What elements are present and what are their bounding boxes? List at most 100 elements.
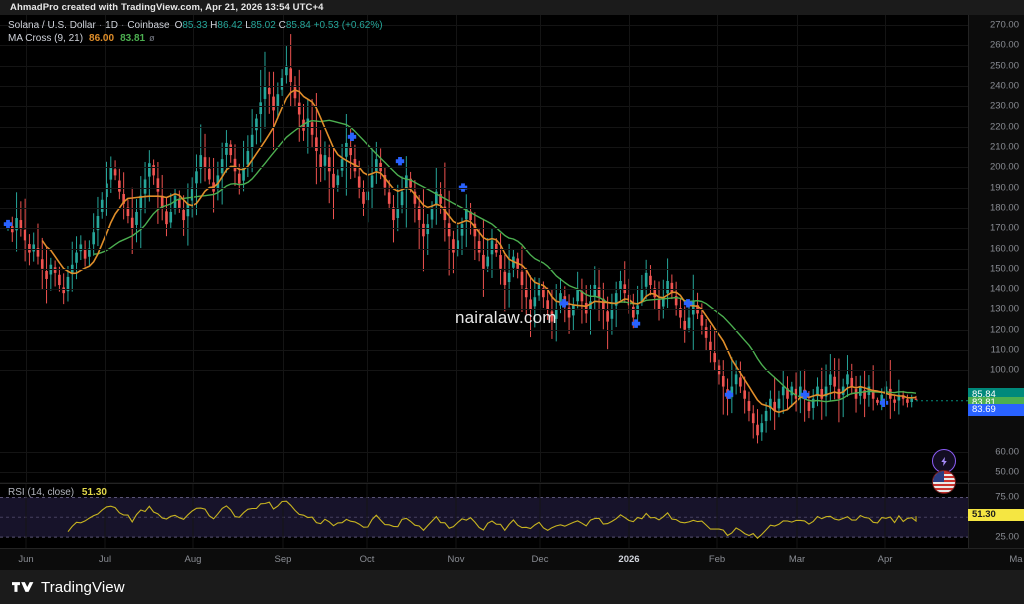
price-gridline <box>0 452 968 453</box>
price-tick-2: 250.00 <box>989 60 1019 72</box>
time-label-0: Jun <box>18 554 34 565</box>
legend-symbol-row[interactable]: Solana / U.S. Dollar · 1D · Coinbase O85… <box>8 19 383 32</box>
price-tick-11: 160.00 <box>989 243 1019 254</box>
time-axis[interactable]: Jun Jul Aug Sep Oct Nov Dec 2026 Feb Mar Apr Ma <box>0 548 1024 571</box>
time-label-8: Feb <box>708 554 726 565</box>
legend-sep-2: · <box>120 20 125 31</box>
price-gridline <box>0 330 968 331</box>
bid-price-badge[interactable]: 83.69 <box>968 403 1024 416</box>
attribution-bar: AhmadPro created with TradingView.com, A… <box>0 0 1024 15</box>
price-tick-18: 60.00 <box>995 446 1019 458</box>
rsi-chart-svg <box>0 484 968 549</box>
time-gridline <box>193 15 194 482</box>
ma-indicator-title[interactable]: MA Cross (9, 21) <box>8 33 84 44</box>
open-value: 85.33 <box>182 20 208 31</box>
attribution-text: AhmadPro created with TradingView.com, A… <box>10 2 324 13</box>
time-gridline <box>283 15 284 482</box>
high-value: 86.42 <box>217 20 243 31</box>
price-chart-svg <box>3 34 968 444</box>
time-label-1: Jul <box>98 554 112 565</box>
price-gridline <box>0 309 968 310</box>
time-label-2: Aug <box>184 554 202 565</box>
flash-badge-icon[interactable] <box>932 449 956 473</box>
close-value: 85.84 <box>285 20 311 31</box>
price-tick-16: 110.00 <box>990 344 1019 356</box>
time-gridline <box>540 15 541 482</box>
rsi-tick-0: 75.00 <box>995 491 1019 503</box>
legend-interval[interactable]: 1D <box>105 20 118 31</box>
chart-watermark: nairalaw.com <box>455 308 557 327</box>
tradingview-logo-icon <box>12 582 34 592</box>
time-gridline <box>105 15 106 482</box>
price-gridline <box>0 147 968 148</box>
price-gridline <box>0 25 968 26</box>
change-value: +0.53 <box>313 20 339 31</box>
price-tick-8: 190.00 <box>989 182 1019 194</box>
eye-icon[interactable]: ø <box>149 33 155 43</box>
price-tick-13: 140.00 <box>989 283 1019 295</box>
low-value: 85.02 <box>250 20 276 31</box>
last-price-badge-value: 85.84 <box>972 388 996 400</box>
ma-fast-value: 86.00 <box>89 33 115 44</box>
rsi-tick-1: 25.00 <box>995 531 1019 543</box>
time-gridline <box>26 15 27 482</box>
time-label-6: Dec <box>531 554 549 565</box>
time-gridline <box>367 15 368 482</box>
price-gridline <box>0 188 968 189</box>
price-tick-14: 130.00 <box>989 303 1019 315</box>
rsi-legend[interactable]: RSI (14, close) 51.30 <box>8 487 107 498</box>
time-gridline <box>456 15 457 482</box>
tradingview-logo[interactable]: TradingView <box>0 579 125 596</box>
time-gridline <box>797 15 798 482</box>
time-label-11: Ma <box>1009 554 1023 565</box>
rsi-pane[interactable]: RSI (14, close) 51.30 <box>0 483 968 549</box>
ma-cross-marker <box>800 390 810 399</box>
legend-exchange[interactable]: Coinbase <box>127 20 170 31</box>
legend-ma-row[interactable]: MA Cross (9, 21) 86.00 83.81 ø <box>8 32 383 45</box>
price-tick-12: 150.00 <box>989 263 1019 275</box>
price-tick-10: 170.00 <box>989 222 1019 234</box>
ma-slow-value: 83.81 <box>120 33 146 44</box>
time-label-10: Apr <box>877 554 893 565</box>
open-label: O <box>174 20 183 31</box>
time-label-7: 2026 <box>618 554 640 565</box>
price-gridline <box>0 472 968 473</box>
ma-cross-marker <box>631 319 641 328</box>
time-gridline <box>629 15 630 482</box>
ma-cross-marker <box>3 219 13 229</box>
price-tick-6: 210.00 <box>989 141 1019 153</box>
rsi-value-badge[interactable]: 51.30 <box>968 509 1024 522</box>
ma-cross-marker <box>683 299 693 308</box>
price-gridline <box>0 45 968 46</box>
ma-slow-badge-value: 83.81 <box>972 397 996 409</box>
price-tick-5: 220.00 <box>989 121 1019 133</box>
price-tick-9: 180.00 <box>989 202 1019 214</box>
rsi-title[interactable]: RSI (14, close) <box>8 487 75 498</box>
rsi-value: 51.30 <box>81 487 107 498</box>
change-percent: (+0.62%) <box>341 20 383 31</box>
price-gridline <box>0 208 968 209</box>
chart-legend: Solana / U.S. Dollar · 1D · Coinbase O85… <box>8 19 383 45</box>
high-label: H <box>210 20 218 31</box>
time-label-5: Nov <box>447 554 465 565</box>
legend-symbol[interactable]: Solana / U.S. Dollar <box>8 20 96 31</box>
us-flag-icon[interactable] <box>932 470 956 494</box>
price-chart-pane[interactable]: nairalaw.com <box>0 15 968 482</box>
price-tick-19: 50.00 <box>995 466 1019 478</box>
price-gridline <box>0 167 968 168</box>
time-gridline <box>717 15 718 482</box>
ma-cross-marker <box>559 299 569 308</box>
us-flag-glyph <box>933 471 955 493</box>
price-gridline <box>0 249 968 250</box>
tradingview-brand: TradingView <box>41 578 125 596</box>
footer-bar: TradingView <box>0 570 1024 604</box>
price-gridline <box>0 127 968 128</box>
price-tick-3: 240.00 <box>989 80 1019 92</box>
price-tick-0: 270.00 <box>989 19 1019 31</box>
ma-cross-marker <box>347 132 357 142</box>
legend-sep-1: · <box>98 20 103 31</box>
price-gridline <box>0 106 968 107</box>
price-gridline <box>0 66 968 67</box>
price-gridline <box>0 228 968 229</box>
